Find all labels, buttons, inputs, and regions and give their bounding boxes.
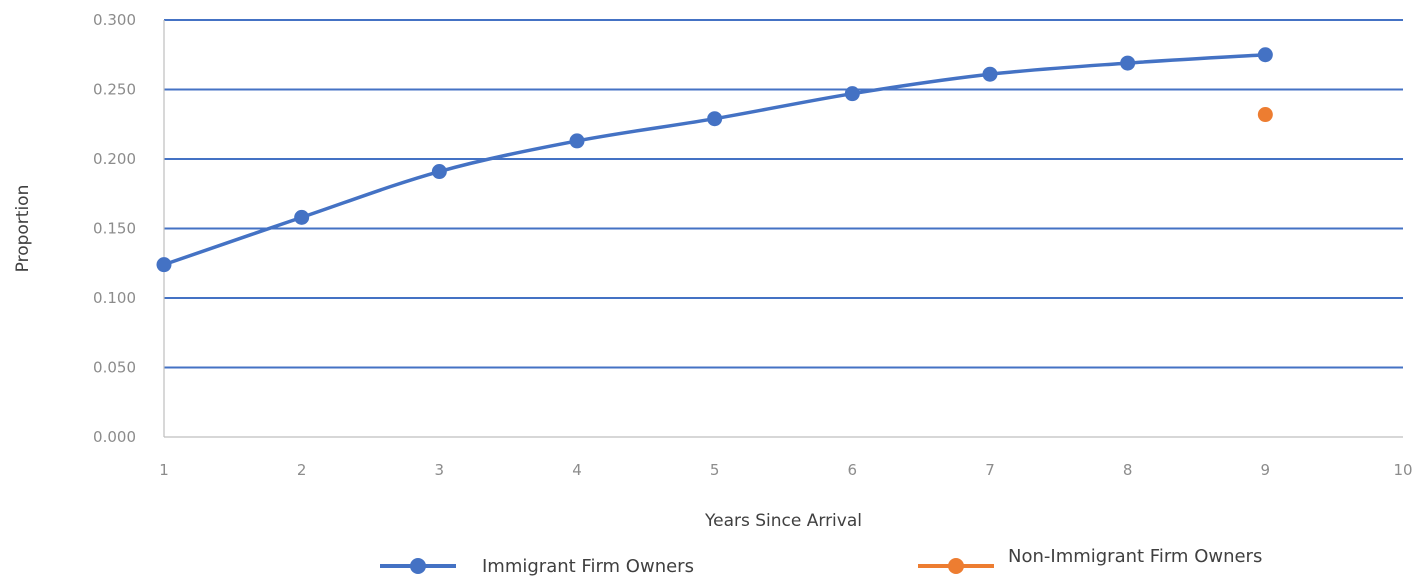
- series: [156, 47, 1273, 273]
- series-1: [1257, 107, 1273, 123]
- legend-item: Non-Immigrant Firm Owners: [918, 546, 1262, 574]
- legend-label: Non-Immigrant Firm Owners: [1008, 546, 1262, 567]
- x-tick-label: 2: [297, 461, 307, 479]
- x-tick-label: 3: [435, 461, 445, 479]
- y-tick-label: 0.000: [93, 428, 136, 446]
- legend-marker: [948, 558, 964, 574]
- x-tick-label: 5: [710, 461, 720, 479]
- legend-item: Immigrant Firm Owners: [380, 556, 694, 577]
- x-tick-label: 8: [1123, 461, 1133, 479]
- data-point: [707, 111, 723, 127]
- x-axis-title: Years Since Arrival: [704, 511, 862, 531]
- data-point: [431, 164, 447, 180]
- y-tick-label: 0.100: [93, 289, 136, 307]
- y-tick-label: 0.200: [93, 150, 136, 168]
- legend-label: Immigrant Firm Owners: [482, 556, 694, 577]
- data-point: [1120, 55, 1136, 71]
- legend-marker: [410, 558, 426, 574]
- x-tick-label: 10: [1393, 461, 1412, 479]
- x-tick-label: 1: [159, 461, 169, 479]
- data-point: [982, 66, 998, 82]
- series-0: [156, 47, 1273, 273]
- y-axis-ticks: 0.000 0.050 0.100 0.150 0.200 0.250 0.300: [93, 11, 136, 446]
- axes: [163, 20, 1403, 438]
- data-point: [1257, 47, 1273, 63]
- y-tick-label: 0.300: [93, 11, 136, 29]
- x-tick-label: 7: [985, 461, 995, 479]
- data-point: [569, 133, 585, 149]
- data-point: [844, 86, 860, 102]
- legend: Immigrant Firm Owners Non-Immigrant Firm …: [380, 546, 1262, 577]
- x-tick-label: 9: [1261, 461, 1271, 479]
- y-tick-label: 0.050: [93, 359, 136, 377]
- gridlines: [164, 19, 1403, 369]
- x-axis-ticks: 1 2 3 4 5 6 7 8 9 10: [159, 461, 1412, 479]
- data-point: [294, 209, 310, 225]
- y-axis-title: Proportion: [13, 185, 33, 273]
- x-tick-label: 4: [572, 461, 582, 479]
- data-point: [156, 257, 172, 273]
- data-point: [1257, 107, 1273, 123]
- x-tick-label: 6: [848, 461, 858, 479]
- y-tick-label: 0.250: [93, 81, 136, 99]
- y-tick-label: 0.150: [93, 220, 136, 238]
